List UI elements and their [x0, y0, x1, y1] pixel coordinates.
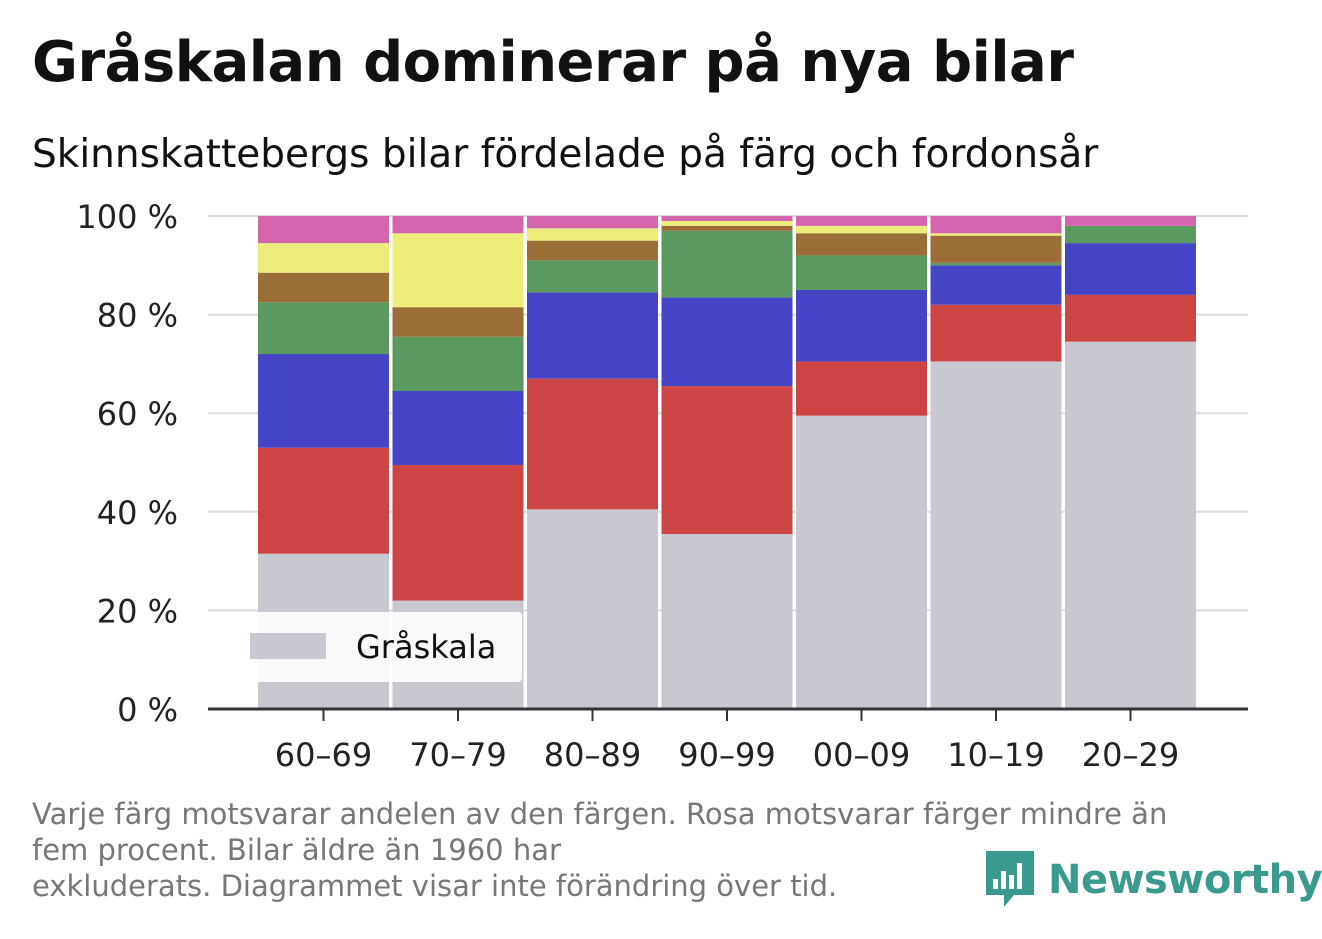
bar-segment[interactable] — [796, 233, 927, 256]
bar-segment[interactable] — [258, 302, 389, 355]
footnote-line: exkluderats. Diagrammet visar inte förän… — [32, 869, 838, 903]
bar-segment[interactable] — [661, 230, 793, 298]
legend-box — [232, 612, 522, 682]
y-tick-label: 40 % — [97, 494, 178, 532]
bar-segment[interactable] — [527, 260, 658, 293]
bar-segment[interactable] — [661, 220, 793, 226]
chart-subtitle: Skinnskattebergs bilar fördelade på färg… — [32, 132, 1099, 177]
bar-segment[interactable] — [1065, 341, 1196, 709]
y-tick-label: 100 % — [76, 198, 178, 236]
bar-segment[interactable] — [258, 272, 389, 303]
bar-segment[interactable] — [930, 216, 1062, 234]
legend-label: Gråskala — [356, 628, 496, 666]
bar-segment[interactable] — [392, 307, 524, 337]
bar-segment[interactable] — [930, 233, 1062, 236]
bar-segment[interactable] — [258, 354, 389, 448]
bar-segment[interactable] — [1065, 294, 1196, 342]
x-tick-label: 60–69 — [275, 736, 372, 774]
legend-swatch — [250, 633, 326, 659]
bar-segment[interactable] — [392, 336, 524, 392]
bar-segment[interactable] — [930, 262, 1062, 266]
logo-text: Newsworthy — [1048, 857, 1322, 903]
bar-segment[interactable] — [527, 216, 658, 229]
y-tick-label: 0 % — [117, 691, 178, 729]
bar-segment[interactable] — [661, 297, 793, 387]
bar-segment[interactable] — [1065, 243, 1196, 295]
bar-segment[interactable] — [796, 415, 927, 709]
x-tick-label: 10–19 — [947, 736, 1044, 774]
footnote: Varje färg motsvarar andelen av den färg… — [32, 796, 1272, 904]
chart-title: Gråskalan dominerar på nya bilar — [32, 30, 1074, 95]
bar-segment[interactable] — [930, 304, 1062, 362]
bar-segment[interactable] — [1065, 225, 1196, 244]
x-tick-label: 80–89 — [544, 736, 641, 774]
y-tick-label: 80 % — [97, 297, 178, 335]
bar-segment[interactable] — [527, 509, 658, 709]
x-tick-label: 90–99 — [678, 736, 775, 774]
y-tick-label: 60 % — [97, 395, 178, 433]
x-tick-label: 70–79 — [409, 736, 506, 774]
legend: Gråskala — [232, 612, 522, 682]
bar-segment[interactable] — [661, 216, 793, 221]
bar-segment[interactable] — [527, 292, 658, 379]
bar-segment[interactable] — [796, 225, 927, 234]
x-tick-label: 00–09 — [813, 736, 910, 774]
x-axis: 60–69 70–79 80–89 90–99 00–09 10–19 20–29 — [208, 707, 1248, 774]
bar-segment[interactable] — [527, 240, 658, 261]
newsworthy-logo: Newsworthy — [982, 848, 1322, 912]
x-tick-label: 20–29 — [1082, 736, 1179, 774]
bar-segment[interactable] — [930, 265, 1062, 305]
bar-segment[interactable] — [796, 289, 927, 362]
bar-segment[interactable] — [796, 255, 927, 290]
bar-segment[interactable] — [796, 216, 927, 226]
bar-segment[interactable] — [392, 464, 524, 601]
y-tick-label: 20 % — [97, 592, 178, 630]
footnote-line: Varje färg motsvarar andelen av den färg… — [32, 797, 1168, 831]
newsworthy-bar-chart-icon — [986, 851, 1034, 907]
bar-segment[interactable] — [661, 225, 793, 231]
bar-segment[interactable] — [258, 447, 389, 554]
bar-segment[interactable] — [930, 235, 1062, 263]
bar-segment[interactable] — [527, 228, 658, 241]
bar-segment[interactable] — [661, 533, 793, 709]
bar-segment[interactable] — [661, 386, 793, 534]
bar-segment[interactable] — [392, 233, 524, 308]
bar-segment[interactable] — [1065, 216, 1196, 226]
bar-segment[interactable] — [392, 391, 524, 465]
footnote-line: fem procent. Bilar äldre än 1960 har — [32, 833, 561, 867]
bar-segment[interactable] — [258, 216, 389, 244]
bar-segment[interactable] — [796, 361, 927, 416]
bar-segment[interactable] — [258, 243, 389, 273]
bar-segment[interactable] — [527, 378, 658, 510]
y-tick-labels: 0 % 20 % 40 % 60 % 80 % 100 % — [76, 198, 178, 729]
bar-segment[interactable] — [392, 216, 524, 234]
stacked-bar-chart: 0 % 20 % 40 % 60 % 80 % 100 % 60–69 70–79 80–89… — [76, 198, 1248, 774]
bar-segment[interactable] — [930, 361, 1062, 709]
